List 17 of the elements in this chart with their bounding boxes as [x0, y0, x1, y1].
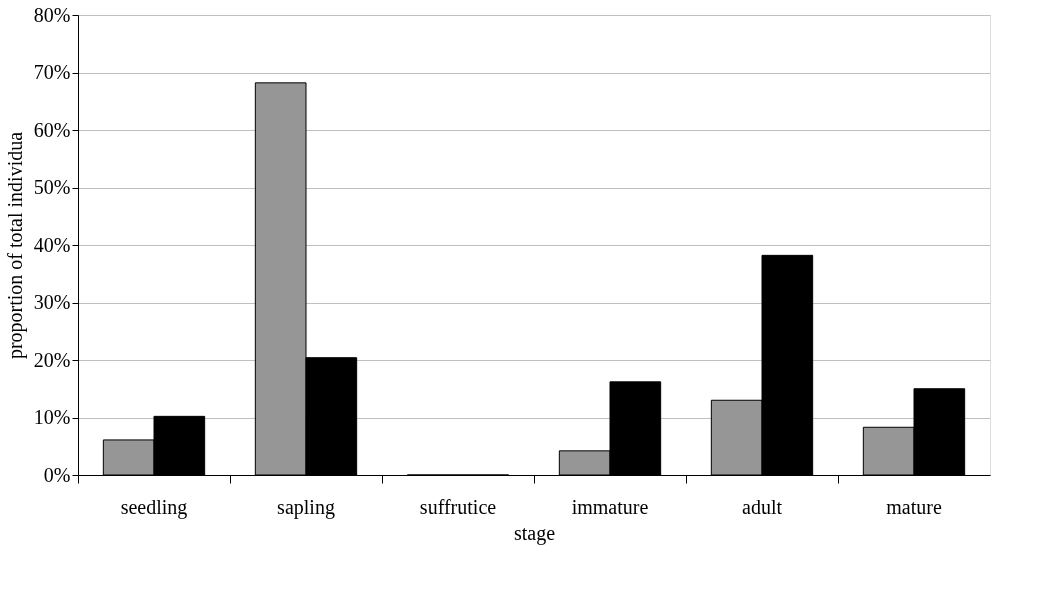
x-tick-label: adult [742, 495, 783, 518]
y-tick-label: 40% [33, 233, 71, 256]
y-axis-title: proportion of total individua [3, 131, 27, 360]
y-tick-label: 20% [33, 348, 71, 371]
x-tick-label: mature [886, 495, 942, 518]
y-tick-label: 30% [33, 291, 71, 313]
y-tick-label: 60% [33, 118, 71, 141]
y-tick-label: 80% [33, 3, 71, 26]
x-tick-label: seedling [120, 495, 188, 519]
y-tick-label: 0% [43, 463, 71, 486]
y-tick-label: 50% [33, 176, 71, 198]
x-tick-label: sapling [277, 495, 335, 519]
y-tick-label: 70% [33, 61, 71, 83]
x-axis-title: stage [513, 521, 556, 545]
x-tick-label: suffrutice [419, 495, 497, 518]
y-tick-label: 10% [33, 406, 71, 428]
x-tick-label: immature [571, 495, 649, 518]
